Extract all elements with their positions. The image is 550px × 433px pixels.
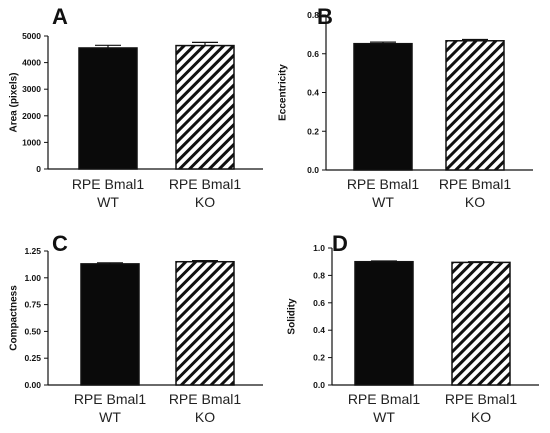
- x-category-label: RPE Bmal1: [347, 176, 420, 192]
- panel-a: A Area (pixels) 0 1000 2000 3000 4000 5000 RPE B…: [9, 4, 263, 210]
- panel-letter: B: [317, 4, 333, 29]
- y-tick-label: 0.25: [24, 353, 41, 363]
- y-axis-label: Eccentricity: [278, 64, 289, 121]
- panel-b: B Eccentricity 0.0 0.2 0.4 0.6 0.8 RPE Bmal1 WT R…: [278, 4, 533, 210]
- y-tick-label: 0.4: [313, 325, 325, 335]
- x-category-label: RPE Bmal1: [169, 391, 242, 407]
- y-tick-label: 5000: [22, 31, 41, 41]
- bar-wt: [78, 47, 138, 170]
- y-tick-label: 0.8: [307, 10, 319, 20]
- bar-ko: [451, 261, 511, 386]
- x-category-label: RPE Bmal1: [74, 391, 147, 407]
- panel-c: C Compactness 0.00 0.25 0.50 0.75 1.00 1.25 RPE …: [9, 231, 263, 425]
- panel-letter: D: [332, 231, 348, 256]
- panel-letter: A: [52, 4, 68, 29]
- y-tick-label: 1.0: [313, 243, 325, 253]
- y-tick-label: 3000: [22, 84, 41, 94]
- y-tick-label: 0: [36, 164, 41, 174]
- bar-ko: [175, 44, 235, 170]
- y-tick-label: 2000: [22, 111, 41, 121]
- bar-ko: [175, 260, 235, 386]
- y-axis-label: Area (pixels): [9, 72, 20, 132]
- x-category-label: KO: [195, 409, 215, 425]
- x-category-label: WT: [97, 194, 119, 210]
- panel-letter: C: [52, 231, 68, 256]
- x-category-label: WT: [99, 409, 121, 425]
- y-tick-label: 0.50: [24, 326, 41, 336]
- y-tick-label: 1000: [22, 137, 41, 147]
- y-axis-label: Solidity: [287, 298, 298, 335]
- y-tick-label: 0.6: [307, 49, 319, 59]
- y-tick-label: 0.2: [307, 126, 319, 136]
- y-axis-label: Compactness: [9, 285, 20, 351]
- x-category-label: WT: [373, 409, 395, 425]
- y-tick-label: 1.00: [24, 273, 41, 283]
- x-category-label: WT: [372, 194, 394, 210]
- y-tick-label: 1.25: [24, 246, 41, 256]
- y-tick-label: 4000: [22, 58, 41, 68]
- bar-wt: [353, 42, 413, 171]
- y-tick-label: 0.8: [313, 270, 325, 280]
- x-category-label: KO: [195, 194, 215, 210]
- y-tick-label: 0.0: [307, 165, 319, 175]
- y-tick-label: 0.00: [24, 380, 41, 390]
- x-category-label: RPE Bmal1: [72, 176, 145, 192]
- panel-d: D Solidity 0.0 0.2 0.4 0.6 0.8 1.0 RPE Bmal1 WT RP…: [287, 231, 539, 425]
- x-category-label: RPE Bmal1: [348, 391, 421, 407]
- y-tick-label: 0.2: [313, 353, 325, 363]
- x-category-label: RPE Bmal1: [439, 176, 512, 192]
- bar-wt: [80, 263, 140, 386]
- x-category-label: KO: [471, 409, 491, 425]
- y-tick-label: 0.4: [307, 88, 319, 98]
- bar-ko: [445, 40, 505, 171]
- y-tick-label: 0.6: [313, 298, 325, 308]
- x-category-label: RPE Bmal1: [445, 391, 518, 407]
- y-tick-label: 0.75: [24, 300, 41, 310]
- x-category-label: KO: [465, 194, 485, 210]
- x-category-label: RPE Bmal1: [169, 176, 242, 192]
- bar-wt: [354, 260, 414, 386]
- y-tick-label: 0.0: [313, 380, 325, 390]
